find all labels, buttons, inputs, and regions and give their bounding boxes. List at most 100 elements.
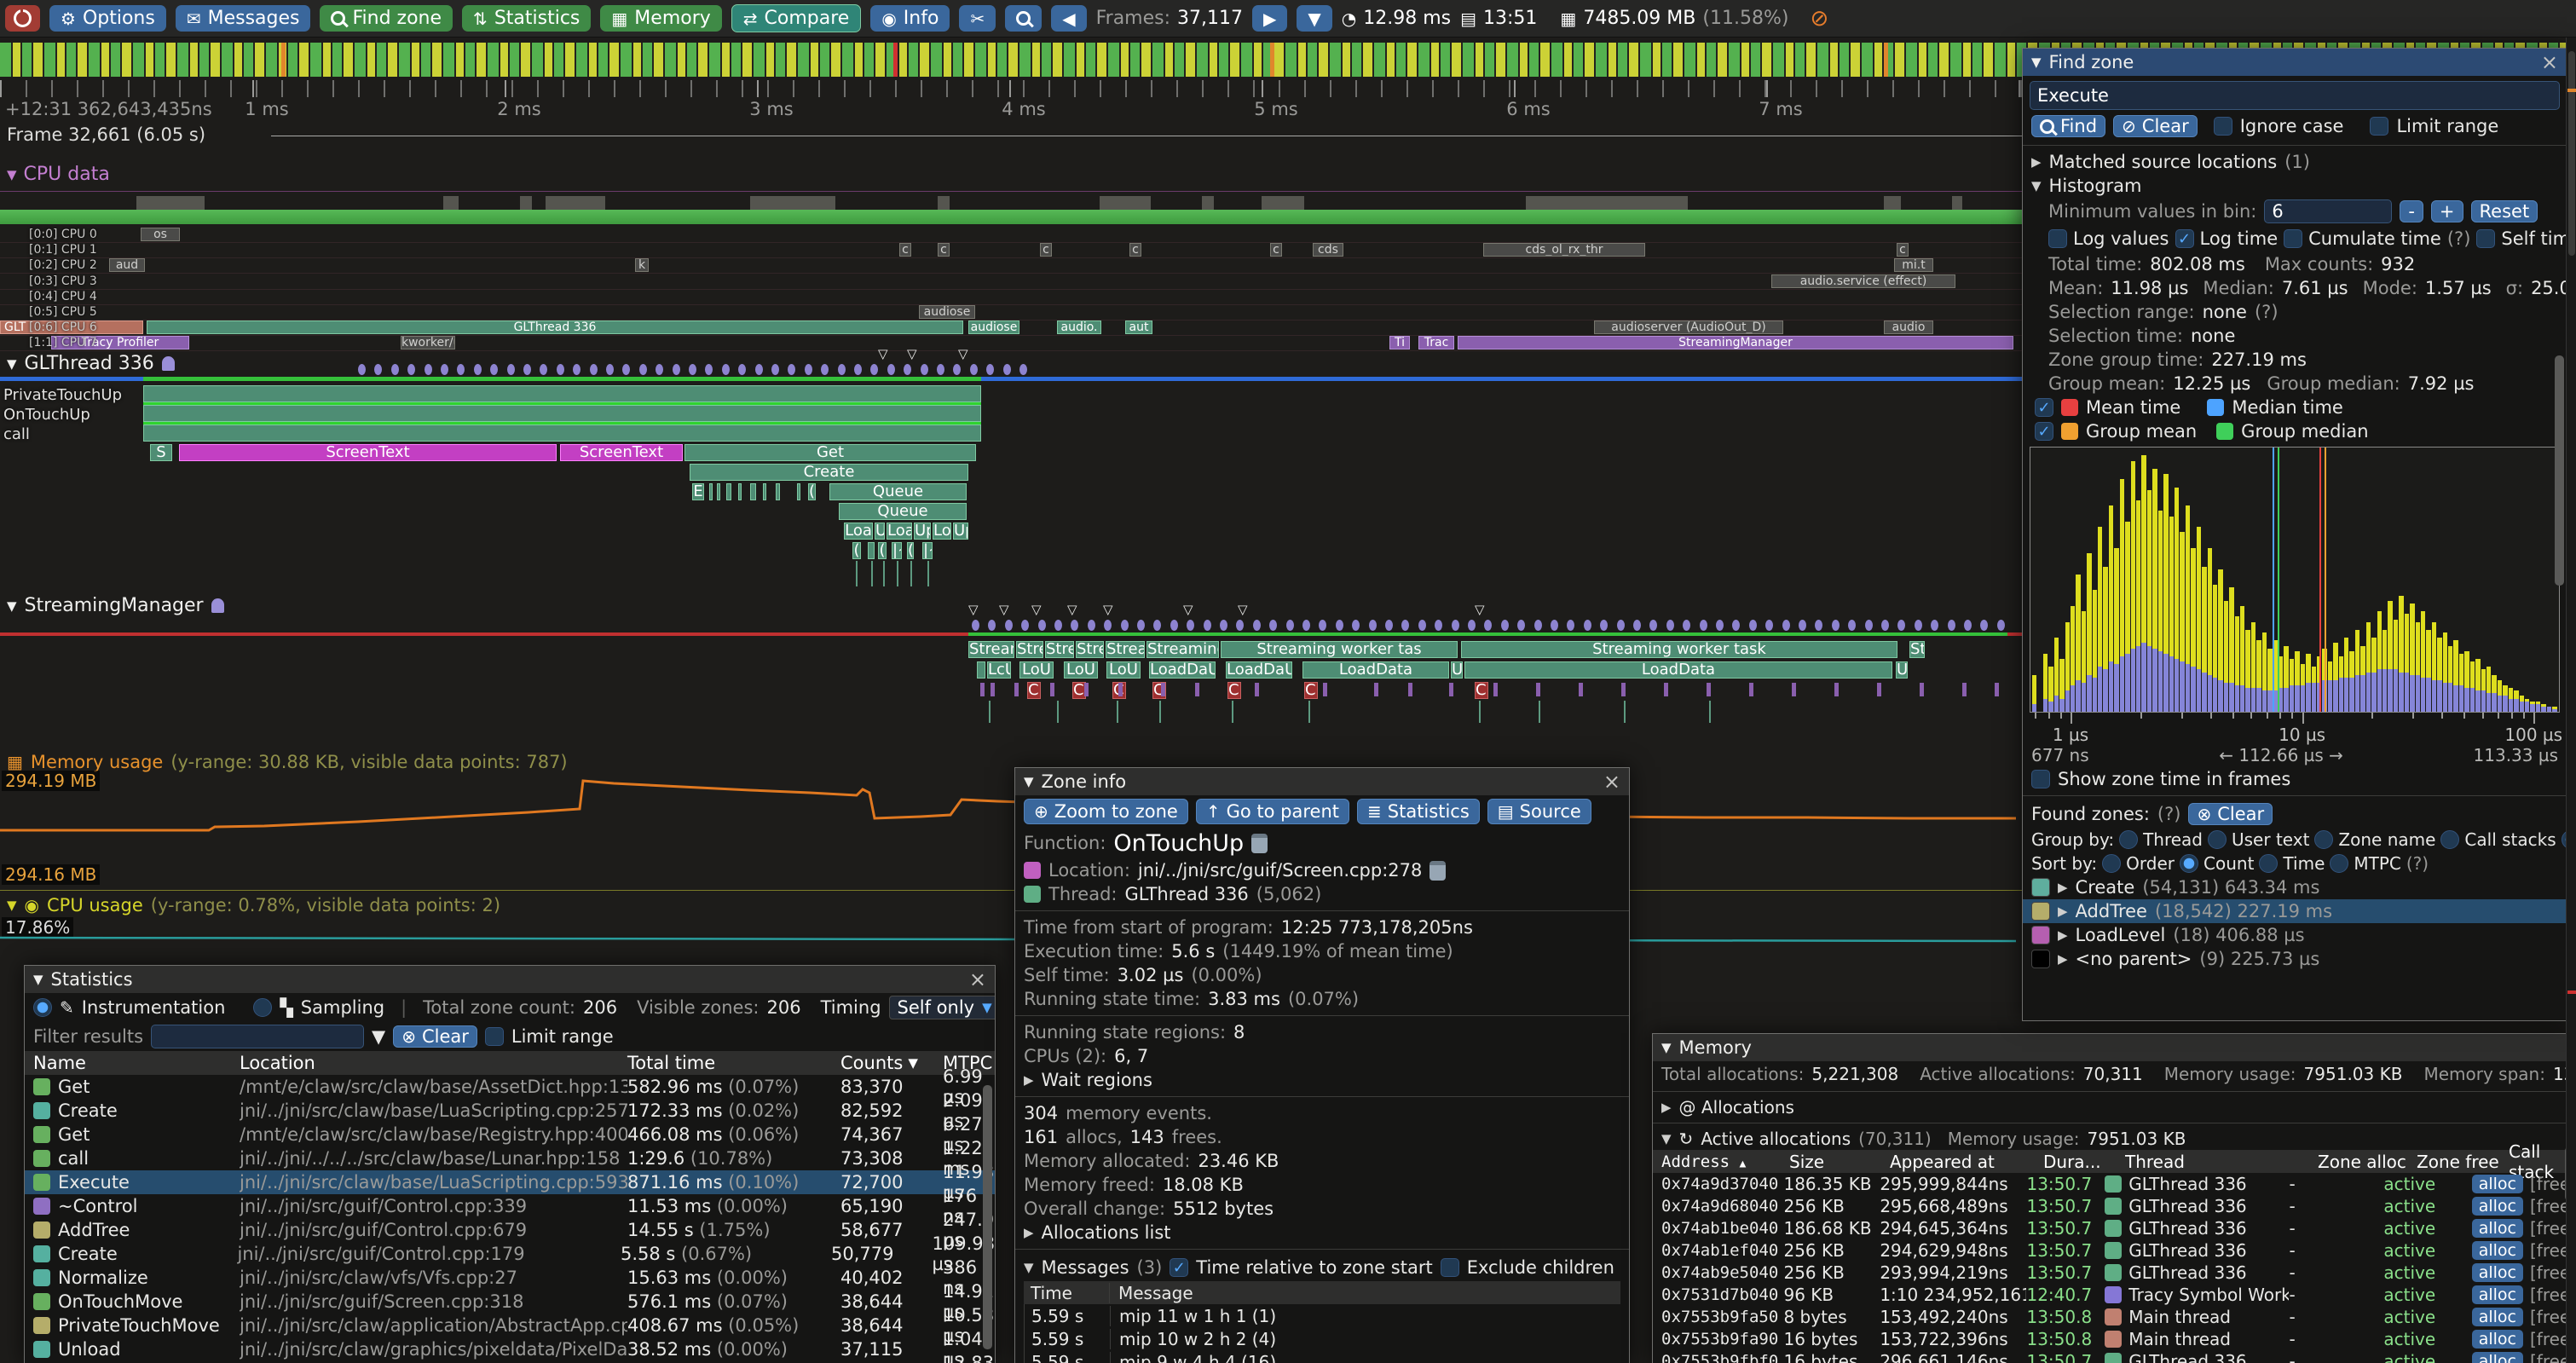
cpu-zone[interactable]: aud	[109, 258, 145, 273]
limit-range-checkbox[interactable]	[484, 1027, 504, 1046]
message-marker[interactable]: ▽	[1103, 602, 1113, 617]
zone-bar[interactable]: C(	[1027, 682, 1041, 699]
self-time-checkbox[interactable]	[2476, 229, 2496, 248]
allocations-expander[interactable]: ▶ @ Allocations	[1661, 1097, 1794, 1118]
exclude-children-checkbox[interactable]	[1440, 1258, 1459, 1277]
statistics-row[interactable]: Create jni/../jni/src/claw/base/LuaScript…	[25, 1090, 995, 1131]
allocation-row[interactable]: 0x74ab1be040 186.68 KB 294,645,364ns 13:50.…	[1653, 1217, 2576, 1239]
cpu-zone[interactable]: cds	[1313, 243, 1343, 257]
column-header-size[interactable]: Size	[1789, 1151, 1825, 1172]
zone-statistics-button[interactable]: ≣ Statistics	[1357, 799, 1480, 824]
radio-count[interactable]	[2180, 854, 2199, 873]
limit-range-checkbox[interactable]	[2370, 117, 2389, 136]
zone-bar[interactable]: Lo	[933, 523, 951, 540]
column-header-counts[interactable]: Counts ▼	[840, 1053, 918, 1073]
memory-plot-header[interactable]: ▦ Memory usage (y-range: 30.88 KB, visibl…	[7, 752, 568, 772]
clipboard-icon[interactable]	[1430, 860, 1447, 881]
tools-button[interactable]: ✂	[959, 5, 996, 32]
zone-bar[interactable]	[977, 661, 985, 679]
zone-bar[interactable]: Streaming worker tas	[1221, 641, 1458, 658]
active-allocations-expander[interactable]: ▼ ↻ Active allocations (70,311) Memory us…	[1661, 1129, 2186, 1149]
column-header-zone-free[interactable]: Zone free	[2417, 1151, 2499, 1172]
timing-dropdown[interactable]: Self only ▼	[888, 996, 995, 1019]
funnel-icon[interactable]: ▼	[372, 1026, 386, 1047]
min-bin-input[interactable]	[2264, 199, 2393, 223]
zoom-search-button[interactable]	[1005, 5, 1043, 32]
scrollbar[interactable]	[983, 1085, 992, 1349]
zone-bar[interactable]	[750, 483, 756, 500]
zone-bar[interactable]: LoU	[1064, 661, 1098, 679]
cpu-zone[interactable]: Tracy Profiler	[51, 336, 189, 350]
prev-frame-button[interactable]: ◀	[1051, 5, 1087, 32]
zone-bar[interactable]	[143, 385, 981, 402]
column-header-address[interactable]: Address ▲	[1661, 1152, 1747, 1171]
power-button[interactable]	[5, 5, 40, 32]
cpu-zone[interactable]: Trac	[1418, 336, 1454, 350]
statistics-titlebar[interactable]: ▼ Statistics ×	[25, 966, 995, 993]
options-button[interactable]: ⚙ Options	[49, 5, 166, 32]
column-header-name[interactable]: Name	[33, 1053, 86, 1073]
found-zone-row[interactable]: ▶ AddTree (18,542) 227.19 ms	[2023, 899, 2567, 923]
message-marker[interactable]: ▽	[1031, 602, 1042, 617]
go-to-parent-button[interactable]: ↑ Go to parent	[1195, 799, 1349, 824]
zone-bar[interactable]: LoU	[1019, 661, 1054, 679]
zone-bar[interactable]: Get	[684, 444, 976, 461]
zone-bar[interactable]: LoU	[1106, 661, 1141, 679]
message-marker[interactable]: ▽	[999, 602, 1009, 617]
message-marker[interactable]: ▽	[958, 346, 968, 361]
thread-header-streamingmanager[interactable]: ▼ StreamingManager	[7, 595, 224, 616]
message-marker[interactable]: ▽	[907, 346, 917, 361]
sampling-radio[interactable]	[253, 998, 273, 1017]
zone-bar[interactable]	[868, 542, 875, 559]
close-icon[interactable]: ×	[1603, 770, 1620, 794]
radio-order[interactable]	[2102, 854, 2122, 873]
cpu-zone[interactable]: c	[938, 243, 950, 257]
zone-info-titlebar[interactable]: ▼ Zone info ×	[1015, 768, 1629, 795]
clear-filter-button[interactable]: ⊗ Clear	[393, 1025, 477, 1048]
group-legend-checkbox[interactable]	[2035, 422, 2053, 441]
statistics-row[interactable]: ~Control jni/../jni/src/guif/Control.cpp:…	[25, 1186, 995, 1227]
zone-bar[interactable]: (	[852, 542, 861, 559]
zone-bar[interactable]: LcU	[987, 661, 1011, 679]
cpu-zone[interactable]: k	[635, 258, 649, 273]
allocation-row[interactable]: 0x74ab1ef040 256 KB 294,629,948ns 13:50.7 GL…	[1653, 1239, 2576, 1262]
radio-mtpc[interactable]	[2330, 854, 2349, 873]
cpu-zone[interactable]: GLThread 336	[147, 321, 963, 335]
messages-button[interactable]: ✉ Messages	[175, 5, 311, 32]
zone-bar[interactable]: LoadDaU	[1226, 661, 1292, 679]
column-header-totaltime[interactable]: Total time	[627, 1053, 716, 1073]
statistics-row[interactable]: Unload jni/../jni/src/claw/graphics/pixel…	[25, 1329, 995, 1363]
decrement-button[interactable]: -	[2400, 200, 2423, 222]
info-button[interactable]: ◉ Info	[870, 5, 950, 32]
zone-bar[interactable]: Strea	[1076, 641, 1104, 658]
message-marker[interactable]: ▽	[1238, 602, 1248, 617]
memory-button[interactable]: ▦ Memory	[600, 5, 722, 32]
zone-bar[interactable]	[717, 483, 720, 500]
message-row[interactable]: 5.59 s mip 11 w 1 h 1 (1)	[1024, 1304, 1620, 1327]
found-zone-row[interactable]: ▶ LoadLevel (18) 406.88 µs	[2023, 923, 2567, 947]
alloc-callstack-button[interactable]: alloc	[2471, 1219, 2523, 1238]
zone-bar[interactable]: C(	[1475, 682, 1488, 699]
column-header-mtpc[interactable]: MTPC	[943, 1053, 993, 1073]
statistics-row[interactable]: Create jni/../jni/src/guif/Control.cpp:17…	[25, 1233, 995, 1274]
main-scrollbar-track[interactable]	[2566, 38, 2576, 1363]
zone-bar[interactable]: Strea	[1045, 641, 1074, 658]
cpu-zone[interactable]: audio.	[1057, 321, 1101, 335]
zone-bar[interactable]: Up	[953, 523, 968, 540]
time-relative-checkbox[interactable]	[1170, 1258, 1189, 1277]
zoom-to-zone-button[interactable]: ⊕ Zoom to zone	[1024, 799, 1188, 824]
zone-bar[interactable]: (	[808, 483, 816, 500]
statistics-row[interactable]: Normalize jni/../jni/src/claw/vfs/Vfs.cpp…	[25, 1257, 995, 1298]
message-marker[interactable]: ▽	[1475, 602, 1485, 617]
cpu-zone[interactable]: audioserver (AudioOut_D)	[1594, 321, 1783, 335]
found-zone-row[interactable]: ▶ Create (54,131) 643.34 ms	[2023, 875, 2567, 899]
cpu-data-header[interactable]: ▼ CPU data	[7, 164, 110, 185]
thread-header-glthread[interactable]: ▼ GLThread 336	[7, 353, 175, 374]
zone-bar[interactable]: Streaming	[1106, 641, 1145, 658]
zone-bar[interactable]: Up	[914, 523, 931, 540]
reset-button[interactable]: Reset	[2470, 200, 2538, 222]
find-button[interactable]: Find	[2031, 115, 2106, 137]
statistics-button[interactable]: ⇅ Statistics	[462, 5, 592, 32]
column-header-time[interactable]: Time	[1024, 1282, 1110, 1303]
found-zone-row[interactable]: ▶ <no parent> (9) 225.73 µs	[2023, 947, 2567, 971]
